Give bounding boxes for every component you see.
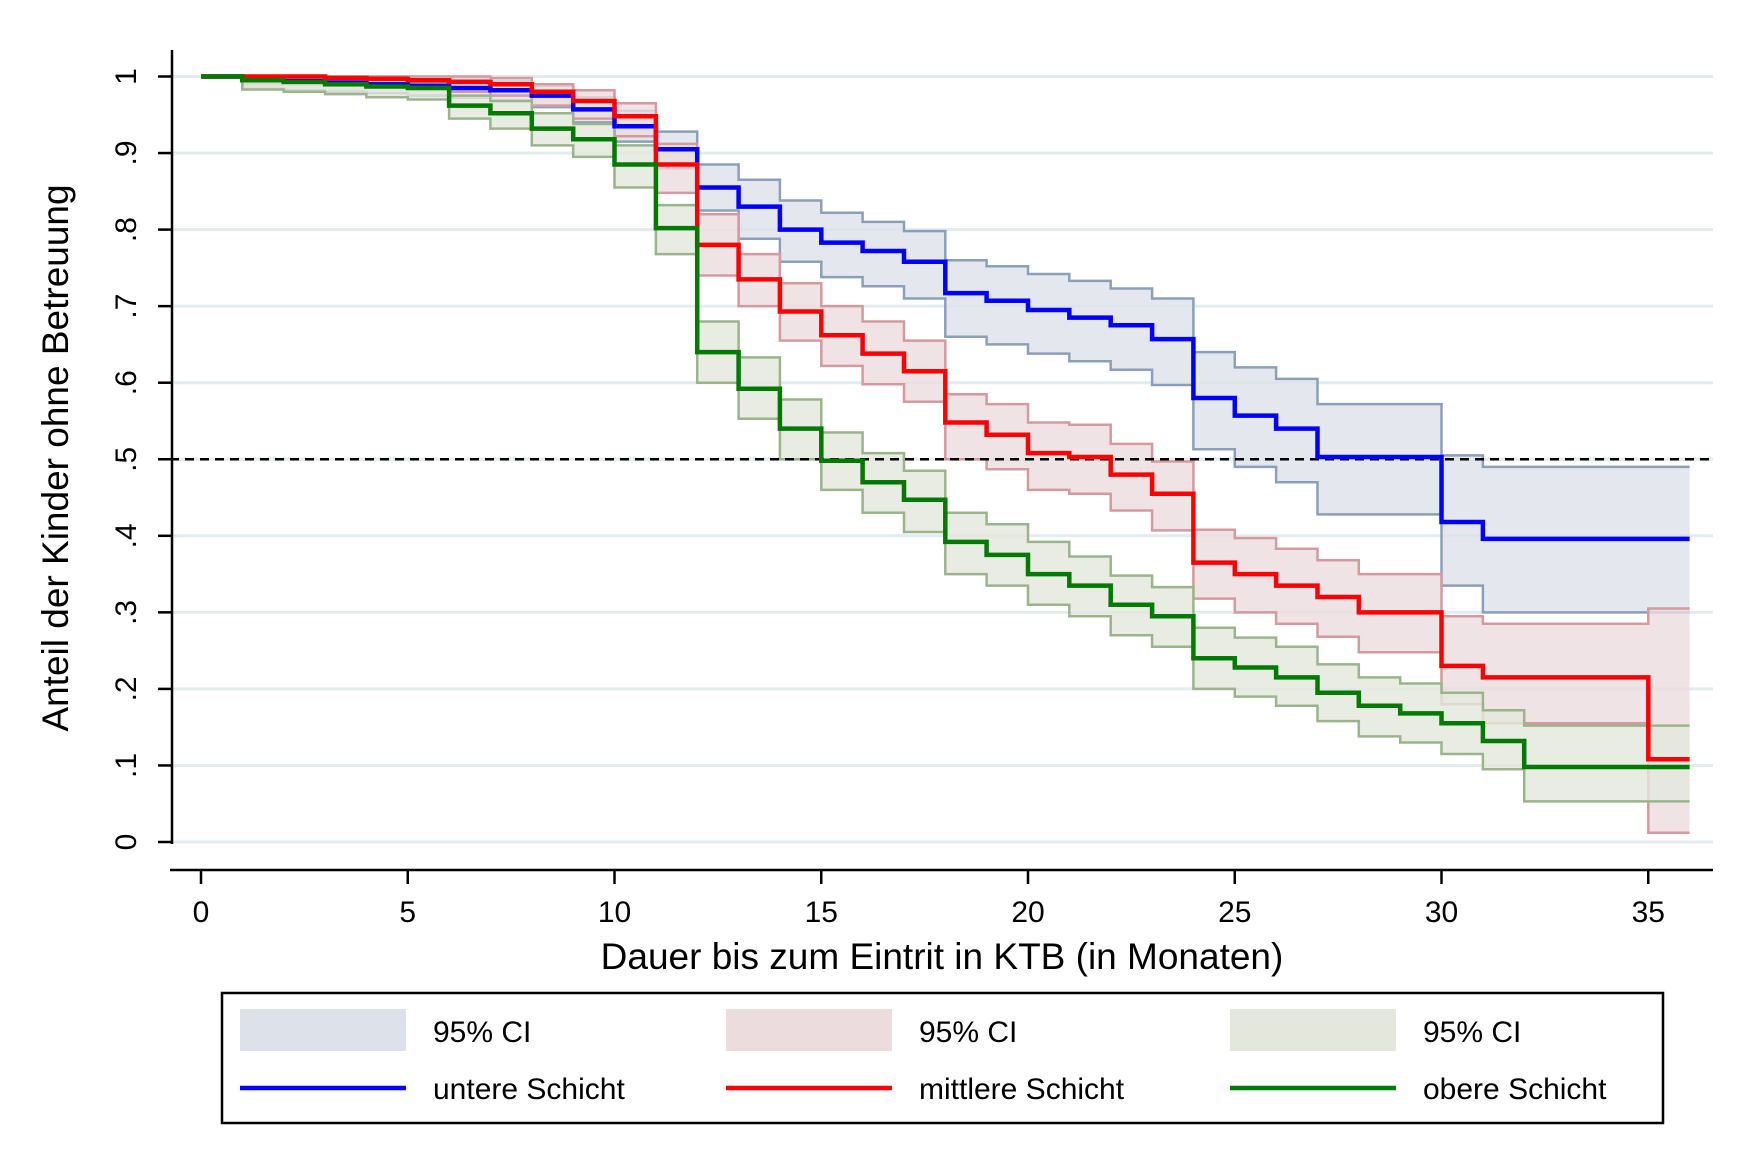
survival-lines bbox=[201, 74, 1690, 770]
legend-ci-label: 95% CI bbox=[1423, 1016, 1521, 1049]
x-tick-label: 10 bbox=[598, 896, 631, 929]
legend-ci-swatch-mittlere bbox=[726, 1009, 892, 1051]
legend-series-label: mittlere Schicht bbox=[919, 1073, 1125, 1106]
y-tick-label: .8 bbox=[110, 217, 143, 242]
y-tick-label: .7 bbox=[110, 294, 143, 319]
x-tick-label: 25 bbox=[1218, 896, 1251, 929]
legend-series-label: untere Schicht bbox=[433, 1073, 625, 1106]
x-tick-label: 5 bbox=[399, 896, 416, 929]
y-tick-label: 1 bbox=[110, 68, 143, 85]
y-tick-label: .3 bbox=[110, 600, 143, 625]
x-tick-label: 20 bbox=[1011, 896, 1044, 929]
x-tick-label: 30 bbox=[1425, 896, 1458, 929]
y-tick-label: .6 bbox=[110, 370, 143, 395]
y-tick-label: .2 bbox=[110, 676, 143, 701]
y-tick-label: 0 bbox=[110, 834, 143, 851]
axes: 0.1.2.3.4.5.6.7.8.910 5 10 15 20 25 30 35 bbox=[110, 50, 1713, 929]
gridlines bbox=[170, 75, 1713, 844]
ci-upper-mittlere bbox=[201, 75, 1690, 626]
legend-ci-swatch-untere bbox=[240, 1009, 406, 1051]
x-tick-label: 15 bbox=[805, 896, 838, 929]
confidence-bands bbox=[201, 75, 1690, 835]
y-axis-title: Anteil der Kinder ohne Betreuung bbox=[35, 184, 76, 731]
series-line-mittlere bbox=[201, 74, 1690, 762]
y-tick-label: .5 bbox=[110, 447, 143, 472]
x-tick-label: 0 bbox=[193, 896, 210, 929]
legend-ci-label: 95% CI bbox=[433, 1016, 531, 1049]
x-axis-title: Dauer bis zum Eintrit in KTB (in Monaten… bbox=[601, 936, 1284, 977]
ci-band-obere bbox=[201, 76, 1690, 802]
y-tick-label: .9 bbox=[110, 140, 143, 165]
legend-frame bbox=[220, 991, 1665, 1125]
ci-upper-obere bbox=[201, 75, 1690, 727]
legend-series-label: obere Schicht bbox=[1423, 1073, 1607, 1106]
x-tick-label: 35 bbox=[1632, 896, 1665, 929]
y-tick-label: .1 bbox=[110, 753, 143, 778]
series-line-obere bbox=[201, 74, 1690, 770]
legend-ci-label: 95% CI bbox=[919, 1016, 1017, 1049]
legend-ci-swatch-obere bbox=[1230, 1009, 1396, 1051]
legend: 95% CI untere Schicht 95% CI mittlere Schic… bbox=[220, 991, 1665, 1125]
ci-band-untere bbox=[201, 76, 1690, 613]
y-tick-label: .4 bbox=[110, 523, 143, 548]
ci-lower-obere bbox=[201, 75, 1690, 803]
